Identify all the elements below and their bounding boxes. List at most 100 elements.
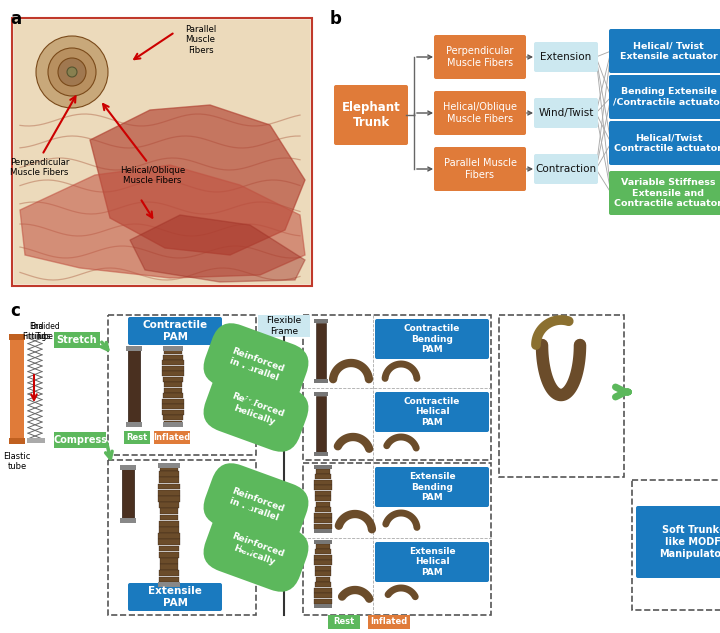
Bar [315,571,330,576]
Text: Extensile
Helical
PAM: Extensile Helical PAM [409,547,455,577]
Bar [163,360,184,365]
Text: a: a [10,10,21,28]
FancyBboxPatch shape [534,42,598,72]
Bar [315,469,330,474]
Bar [54,332,100,348]
Bar [315,544,330,549]
Bar [163,382,182,387]
Text: Reinforced
in Parallel: Reinforced in Parallel [227,486,285,523]
Bar [315,480,332,485]
Bar [159,502,179,508]
Bar [163,420,182,426]
FancyBboxPatch shape [609,171,720,215]
Text: Reinforced
Helically: Reinforced Helically [227,391,285,429]
Text: Stretch: Stretch [57,335,97,345]
Bar [303,463,491,615]
Bar [158,546,179,551]
Bar [158,496,179,502]
Text: Perpendicular
Muscle Fibers: Perpendicular Muscle Fibers [10,158,69,177]
FancyBboxPatch shape [128,317,222,345]
Bar [159,552,179,558]
Text: Variable Stiffness
Extensile and
Contractile actuator: Variable Stiffness Extensile and Contrac… [614,178,720,208]
Bar [314,392,328,396]
Bar [163,354,183,360]
Bar [314,465,332,469]
Bar [316,396,326,452]
FancyBboxPatch shape [334,85,408,145]
Bar [9,334,25,340]
Bar [12,18,312,286]
Circle shape [58,58,86,86]
Bar [315,555,332,560]
Bar [258,315,310,337]
Polygon shape [20,165,305,278]
Text: Helical/Twist
Contractile actuator: Helical/Twist Contractile actuator [614,134,720,153]
Bar [303,315,491,460]
FancyBboxPatch shape [434,147,526,191]
Text: Soft Trunk-
like MODF
Manipulator: Soft Trunk- like MODF Manipulator [660,525,720,558]
Bar [108,460,256,615]
FancyBboxPatch shape [534,154,598,184]
Polygon shape [130,215,305,282]
Bar [316,577,330,582]
Text: Rest: Rest [333,618,355,627]
FancyBboxPatch shape [434,91,526,135]
Text: Perpendicular
Muscle Fibers: Perpendicular Muscle Fibers [446,46,513,68]
Bar [160,564,179,570]
Text: Contractile
Bending
PAM: Contractile Bending PAM [404,324,460,354]
Bar [316,502,330,506]
FancyBboxPatch shape [434,35,526,79]
Bar [315,599,331,603]
Bar [315,491,331,496]
Text: Helical/Oblique
Muscle Fibers: Helical/Oblique Muscle Fibers [120,166,185,185]
Text: Braided
Tube: Braided Tube [30,322,60,341]
Bar [315,566,331,571]
Bar [314,518,332,523]
Bar [315,507,331,512]
Polygon shape [90,105,305,255]
Bar [314,540,332,544]
Text: Inflated: Inflated [370,618,408,627]
Bar [315,587,331,592]
Bar [162,365,184,371]
Bar [162,404,184,409]
Bar [163,377,183,382]
Bar [160,558,179,564]
Bar [126,422,142,427]
Bar [14,20,310,284]
Text: Elastic
tube: Elastic tube [4,452,31,472]
Bar [328,615,360,629]
Text: End
Fittings: End Fittings [22,322,50,341]
Bar [499,315,624,477]
Circle shape [48,48,96,96]
Bar [163,415,183,420]
Bar [163,410,184,415]
FancyBboxPatch shape [375,467,489,507]
Text: Extensile
Bending
PAM: Extensile Bending PAM [409,472,455,502]
Bar [158,539,180,545]
Bar [632,480,720,610]
Text: Reinforced
Helically: Reinforced Helically [227,532,285,568]
Bar [158,577,179,582]
Bar [120,518,136,523]
Circle shape [67,67,77,77]
Bar [314,452,328,456]
Bar [158,582,180,587]
FancyBboxPatch shape [636,506,720,578]
FancyBboxPatch shape [609,121,720,165]
Bar [122,468,134,520]
Bar [315,475,331,479]
Bar [120,465,136,470]
FancyBboxPatch shape [128,583,222,611]
Bar [159,471,179,477]
Bar [315,549,331,555]
Bar [10,338,24,438]
Bar [163,422,183,427]
Text: Parallel Muscle
Fibers: Parallel Muscle Fibers [444,158,516,180]
Text: b: b [330,10,342,28]
Bar [315,582,331,587]
Bar [9,438,25,444]
Bar [163,349,182,354]
Text: c: c [10,302,20,320]
Text: Contractile
PAM: Contractile PAM [143,320,207,342]
